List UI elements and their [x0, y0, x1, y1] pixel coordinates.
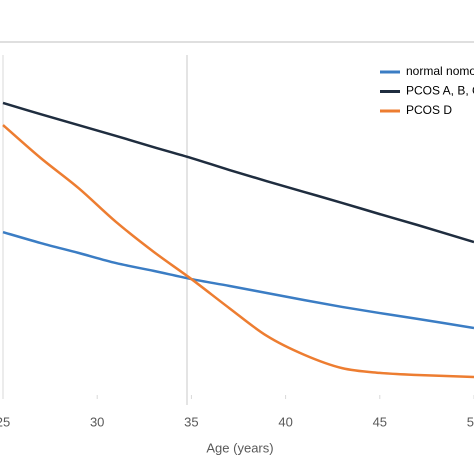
x-tick-label: 40	[278, 414, 292, 429]
x-tick-label: 35	[184, 414, 198, 429]
x-tick-label: 45	[373, 414, 387, 429]
series-line	[2, 101, 474, 244]
x-tick-label: 30	[90, 414, 104, 429]
x-tick-label: 25	[0, 414, 10, 429]
legend-label: PCOS D	[406, 103, 452, 117]
legend-label: PCOS A, B, C	[406, 84, 474, 98]
x-axis-title: Age (years)	[206, 440, 273, 455]
legend-label: normal nomogram	[406, 64, 474, 78]
series-line	[2, 124, 474, 379]
x-tick-label: 50	[467, 414, 474, 429]
series-line	[2, 230, 474, 330]
